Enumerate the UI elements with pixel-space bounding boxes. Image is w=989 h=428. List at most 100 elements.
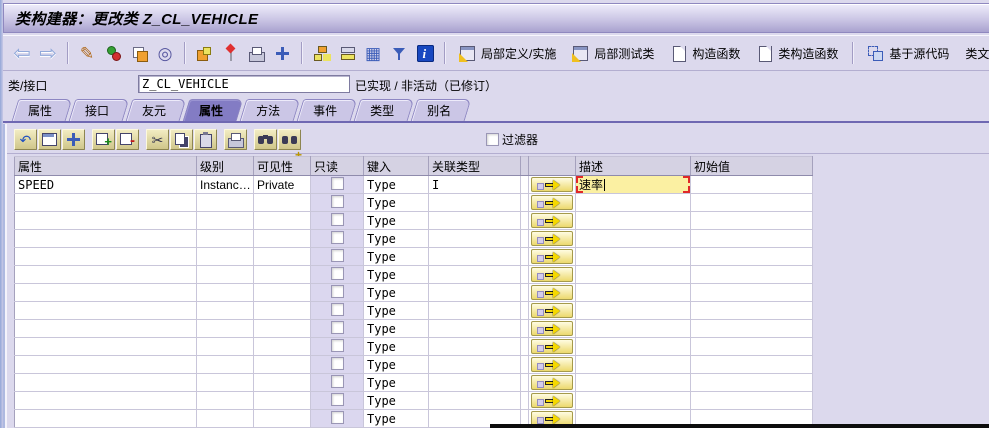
visibility-cell[interactable]: [253, 319, 311, 338]
typing-cell[interactable]: Type: [363, 247, 429, 266]
header-description[interactable]: 描述: [575, 156, 691, 176]
typing-cell[interactable]: Type: [363, 229, 429, 248]
navigate-cross-icon[interactable]: [62, 129, 85, 150]
navigate-icon[interactable]: [269, 40, 295, 66]
copy-icon[interactable]: [126, 40, 152, 66]
initial-value-cell[interactable]: [690, 355, 813, 374]
attribute-cell[interactable]: [14, 283, 197, 302]
info-icon[interactable]: [412, 40, 438, 66]
paste-icon[interactable]: [194, 129, 217, 150]
visibility-cell[interactable]: [253, 265, 311, 284]
visibility-cell[interactable]: [253, 229, 311, 248]
initial-value-cell[interactable]: [690, 229, 813, 248]
initial-value-cell[interactable]: [690, 409, 813, 428]
assoc-type-cell[interactable]: [428, 301, 521, 320]
description-cell[interactable]: [575, 355, 691, 374]
header-attribute[interactable]: 属性: [14, 156, 197, 176]
level-cell[interactable]: Instanc…: [196, 175, 254, 194]
typing-cell[interactable]: Type: [363, 337, 429, 356]
readonly-checkbox[interactable]: [330, 392, 344, 406]
cut-icon[interactable]: ✂: [146, 129, 169, 150]
local-definitions-button[interactable]: 局部定义/实施: [451, 43, 564, 64]
tab-events[interactable]: 事件: [300, 99, 354, 121]
tab-properties[interactable]: 属性: [15, 99, 69, 121]
assoc-type-cell[interactable]: [428, 229, 521, 248]
description-cell[interactable]: [575, 229, 691, 248]
assoc-type-cell[interactable]: [428, 247, 521, 266]
header-assoc-type[interactable]: 关联类型: [428, 156, 521, 176]
attribute-cell[interactable]: [14, 355, 197, 374]
print-icon[interactable]: [224, 129, 247, 150]
level-cell[interactable]: [196, 337, 254, 356]
typing-cell[interactable]: Type: [363, 211, 429, 230]
assoc-type-cell[interactable]: I: [428, 175, 521, 194]
navigate-button[interactable]: [531, 195, 573, 210]
source-code-based-button[interactable]: 基于源代码: [859, 43, 957, 64]
visibility-cell[interactable]: [253, 247, 311, 266]
readonly-checkbox[interactable]: [330, 248, 344, 262]
tab-attributes[interactable]: 属性: [186, 99, 240, 121]
filter-icon[interactable]: [386, 40, 412, 66]
description-cell[interactable]: [575, 391, 691, 410]
description-cell[interactable]: [575, 265, 691, 284]
header-initial-value[interactable]: 初始值: [690, 156, 813, 176]
level-cell[interactable]: [196, 247, 254, 266]
navigate-button[interactable]: [531, 321, 573, 336]
initial-value-cell[interactable]: [690, 391, 813, 410]
typing-cell[interactable]: Type: [363, 355, 429, 374]
attribute-cell[interactable]: [14, 211, 197, 230]
assoc-type-cell[interactable]: [428, 337, 521, 356]
level-cell[interactable]: [196, 283, 254, 302]
level-cell[interactable]: [196, 391, 254, 410]
tab-types[interactable]: 类型: [357, 99, 411, 121]
visibility-cell[interactable]: [253, 193, 311, 212]
visibility-cell[interactable]: [253, 211, 311, 230]
overview-icon[interactable]: [334, 40, 360, 66]
class-documentation-button[interactable]: 类文档: [957, 43, 989, 64]
readonly-checkbox[interactable]: [330, 410, 344, 424]
readonly-checkbox[interactable]: [330, 194, 344, 208]
tab-aliases[interactable]: 别名: [414, 99, 468, 121]
attribute-cell[interactable]: [14, 301, 197, 320]
level-cell[interactable]: [196, 409, 254, 428]
header-level[interactable]: 级别: [196, 156, 254, 176]
attribute-cell[interactable]: [14, 319, 197, 338]
assoc-type-cell[interactable]: [428, 319, 521, 338]
back-icon[interactable]: ⇦: [13, 41, 31, 65]
readonly-checkbox[interactable]: [330, 356, 344, 370]
navigate-button[interactable]: [531, 231, 573, 246]
navigate-button[interactable]: [531, 393, 573, 408]
visibility-cell[interactable]: [253, 373, 311, 392]
assoc-type-cell[interactable]: [428, 409, 521, 428]
readonly-checkbox[interactable]: [330, 266, 344, 280]
hierarchy-icon[interactable]: [308, 40, 334, 66]
typing-cell[interactable]: Type: [363, 193, 429, 212]
navigate-button[interactable]: [531, 303, 573, 318]
header-typing[interactable]: 键入: [363, 156, 429, 176]
readonly-checkbox[interactable]: [330, 176, 344, 190]
assoc-type-cell[interactable]: [428, 373, 521, 392]
attribute-cell[interactable]: [14, 391, 197, 410]
initial-value-cell[interactable]: [690, 193, 813, 212]
activate-icon[interactable]: [217, 40, 243, 66]
attribute-cell[interactable]: [14, 229, 197, 248]
assoc-type-cell[interactable]: [428, 211, 521, 230]
typing-cell[interactable]: Type: [363, 319, 429, 338]
level-cell[interactable]: [196, 355, 254, 374]
initial-value-cell[interactable]: [690, 175, 813, 194]
insert-row-icon[interactable]: [92, 129, 115, 150]
attribute-cell[interactable]: [14, 193, 197, 212]
initial-value-cell[interactable]: [690, 283, 813, 302]
visibility-cell[interactable]: Private: [253, 175, 311, 194]
attribute-cell[interactable]: [14, 409, 197, 428]
filter-checkbox[interactable]: [486, 133, 499, 146]
description-cell[interactable]: [575, 247, 691, 266]
readonly-checkbox[interactable]: [330, 212, 344, 226]
spiral-icon[interactable]: ◎: [157, 43, 173, 63]
initial-value-cell[interactable]: [690, 337, 813, 356]
find-icon[interactable]: [254, 129, 277, 150]
print-icon[interactable]: [243, 40, 269, 66]
typing-cell[interactable]: Type: [363, 265, 429, 284]
description-cell[interactable]: 速率: [575, 175, 691, 194]
description-cell[interactable]: [575, 193, 691, 212]
